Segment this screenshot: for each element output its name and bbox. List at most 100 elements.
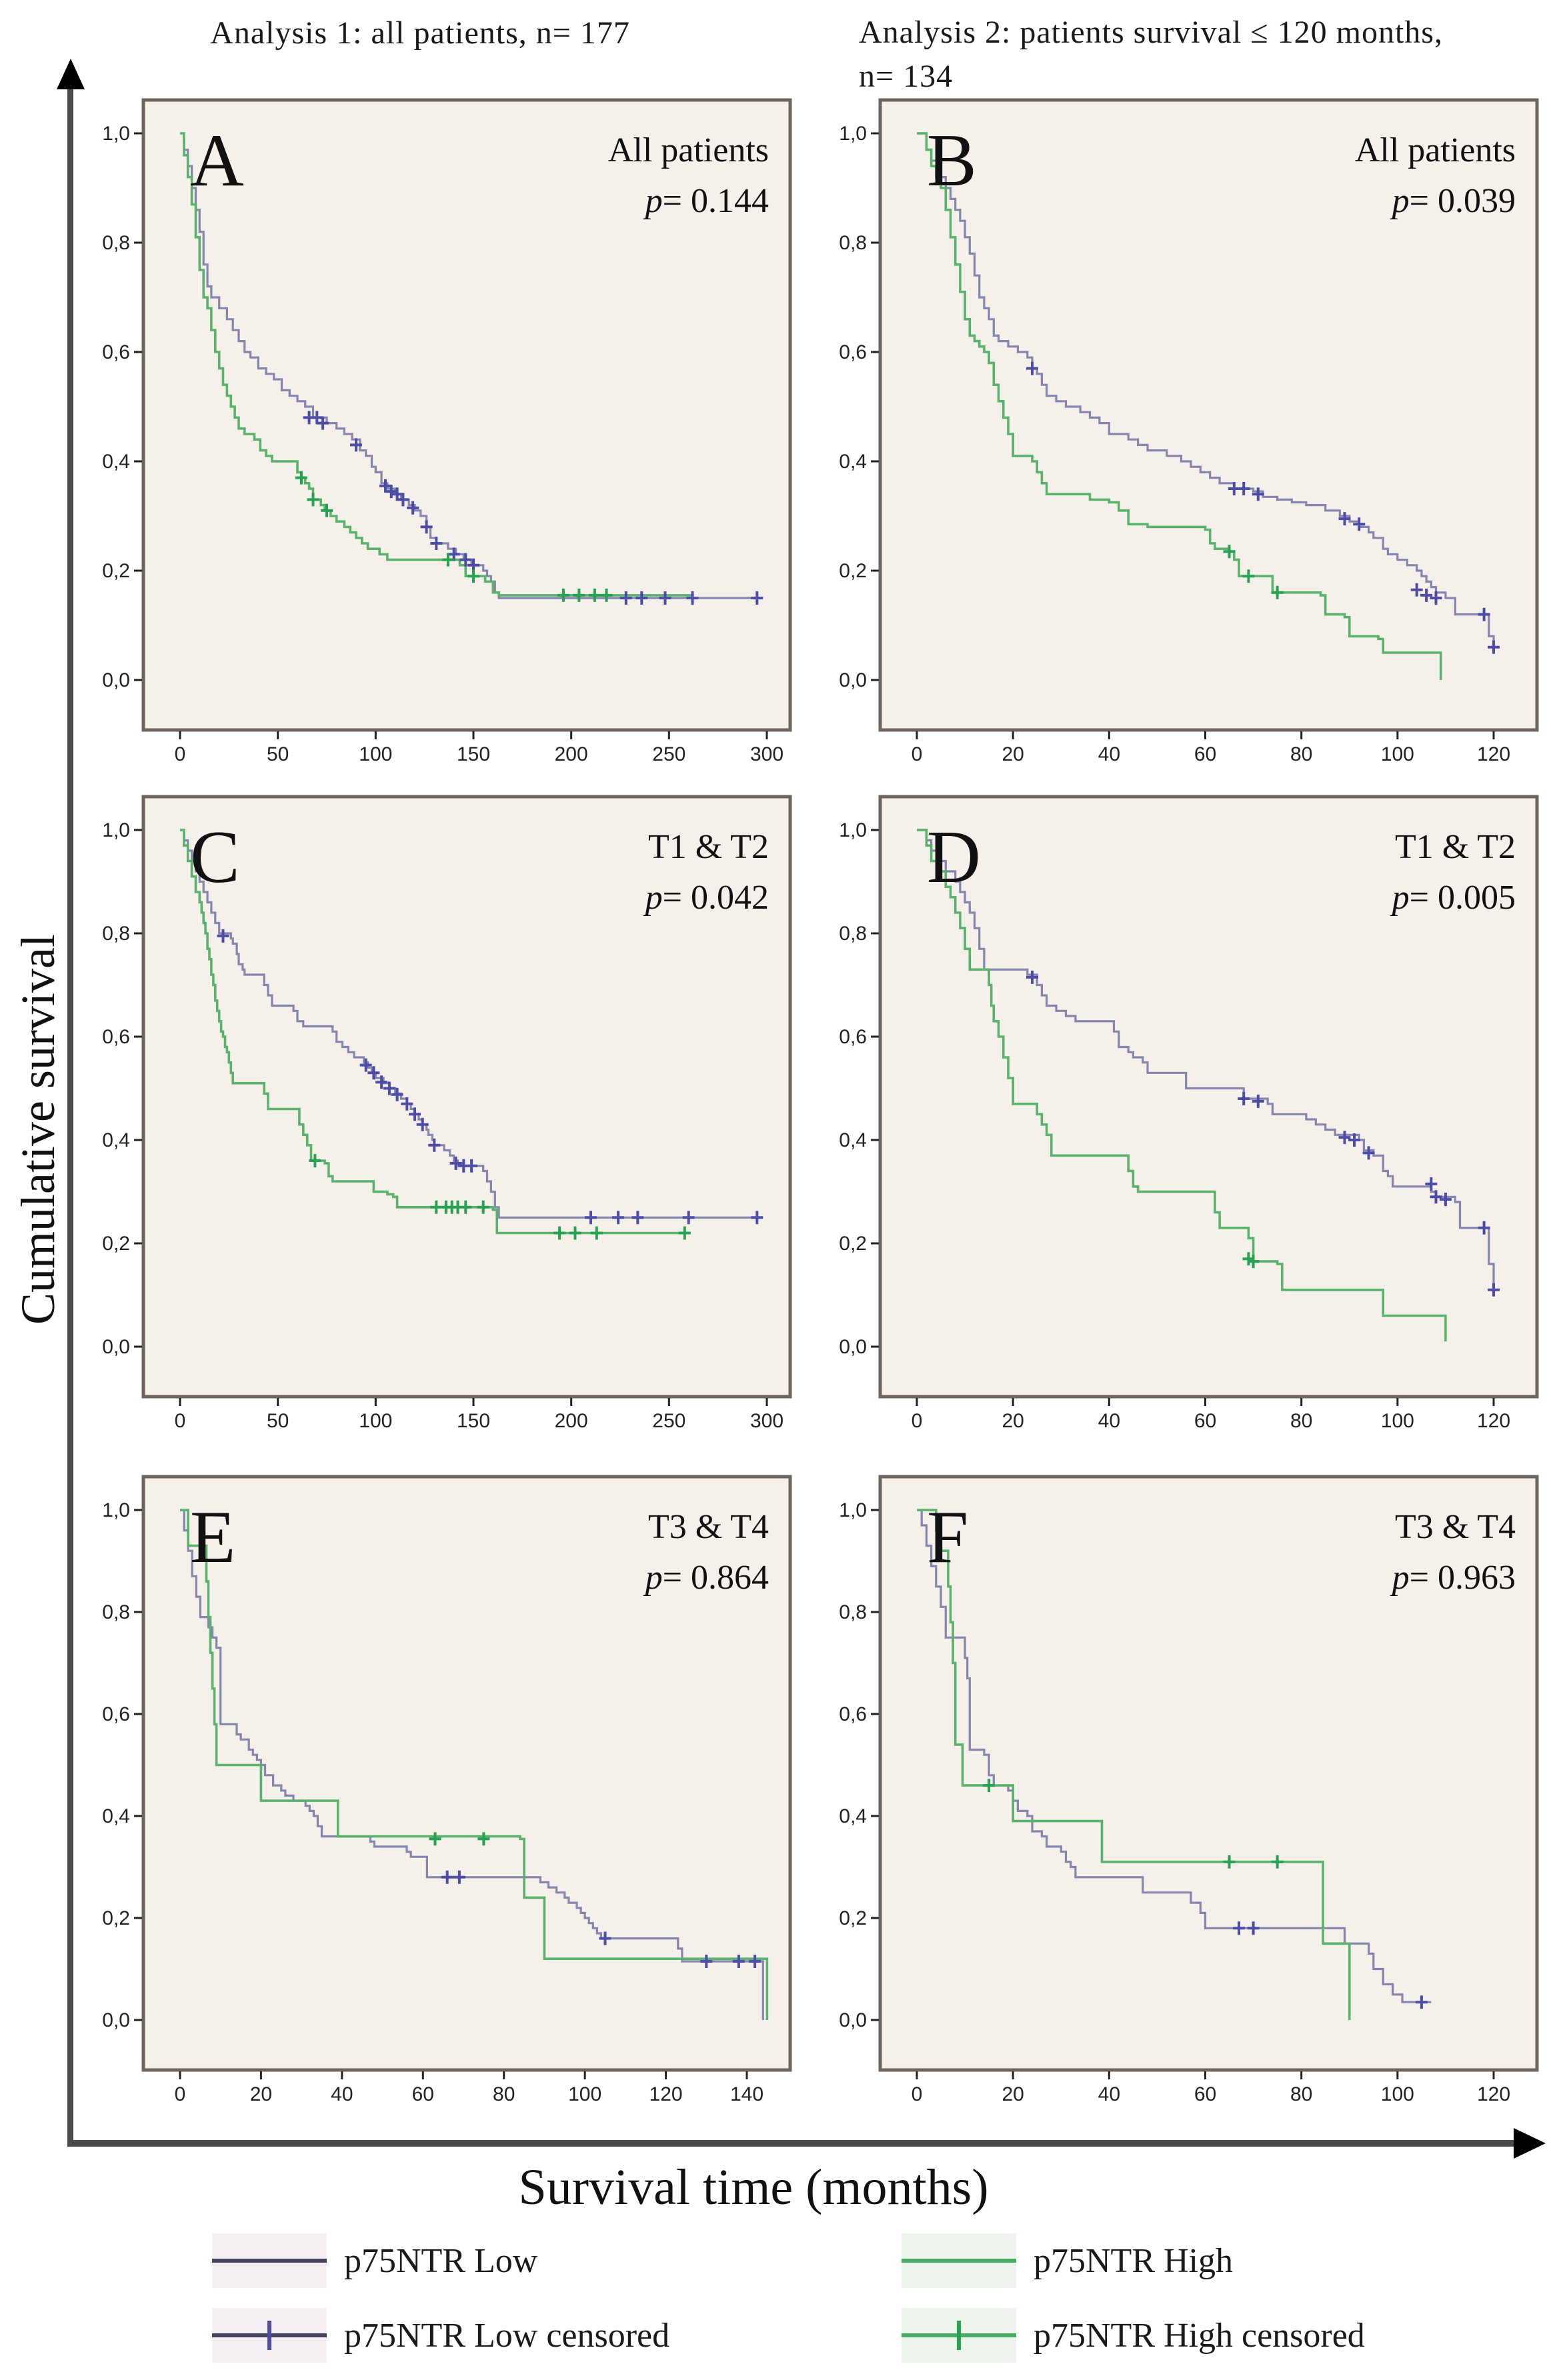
- legend-label: p75NTR High: [1034, 2241, 1233, 2280]
- legend-item-p75ntr-high: p75NTR High: [902, 2233, 1233, 2288]
- x-tick-label: 0: [175, 743, 186, 765]
- panel-subtitle: T3 & T4: [1395, 1508, 1516, 1546]
- high-line-swatch-icon: [902, 2233, 1016, 2288]
- high-censored-swatch-icon: [902, 2308, 1016, 2363]
- x-tick-label: 40: [331, 2083, 353, 2105]
- y-tick-label: 0,2: [839, 560, 867, 582]
- y-tick-label: 0,4: [839, 1805, 867, 1827]
- y-tick-label: 0,0: [102, 669, 130, 691]
- y-tick-label: 0,4: [102, 1805, 130, 1827]
- x-tick-label: 20: [1002, 2083, 1024, 2105]
- panel-p-value: p= 0.864: [643, 1559, 769, 1597]
- y-tick-label: 0,0: [839, 669, 867, 691]
- x-tick-label: 100: [1381, 743, 1414, 765]
- y-tick-label: 0,4: [102, 451, 130, 473]
- panel-subtitle: T1 & T2: [648, 828, 769, 866]
- panel-p-value: p= 0.144: [643, 182, 769, 220]
- panel-subtitle: All patients: [1355, 131, 1516, 169]
- x-tick-label: 80: [1290, 743, 1312, 765]
- x-tick-label: 20: [1002, 743, 1024, 765]
- y-tick-label: 0,2: [839, 1233, 867, 1255]
- y-tick-label: 0,6: [839, 1703, 867, 1725]
- x-tick-label: 200: [555, 743, 588, 765]
- y-tick-label: 0,6: [102, 1703, 130, 1725]
- y-tick-label: 0,8: [839, 232, 867, 254]
- x-tick-label: 0: [175, 2083, 186, 2105]
- y-axis-arrow-line: [67, 85, 73, 2143]
- x-tick-label: 0: [912, 743, 923, 765]
- x-tick-label: 150: [457, 1410, 490, 1432]
- panel-letter: E: [190, 1496, 235, 1579]
- x-tick-label: 250: [652, 1410, 685, 1432]
- x-tick-label: 100: [1381, 2083, 1414, 2105]
- x-tick-label: 60: [1194, 2083, 1216, 2105]
- legend-label: p75NTR Low censored: [344, 2316, 670, 2355]
- x-tick-label: 50: [267, 743, 289, 765]
- p75ntr-low-curve: [180, 1509, 764, 2020]
- panel-subtitle: T1 & T2: [1395, 828, 1516, 866]
- x-tick-label: 120: [1477, 2083, 1510, 2105]
- panel-letter: D: [927, 816, 981, 899]
- x-axis-arrowhead-icon: [1514, 2128, 1546, 2159]
- y-axis-arrowhead-icon: [57, 59, 85, 89]
- y-tick-label: 0,0: [839, 2009, 867, 2031]
- panel-p-value: p= 0.042: [643, 879, 769, 917]
- panel-p-value: p= 0.005: [1390, 879, 1516, 917]
- survival-panel-e: 0 20 40 60 80 100 120 140 1,0 0,8 0,6 0,4 0,2 0,0 E T3 …: [102, 1475, 792, 2105]
- x-tick-label: 250: [652, 743, 685, 765]
- p75ntr-low-curve: [917, 132, 1495, 647]
- y-tick-label: 0,8: [102, 232, 130, 254]
- p75ntr-low-curve: [180, 829, 761, 1219]
- y-tick-label: 0,6: [102, 341, 130, 363]
- y-tick-label: 0,8: [839, 923, 867, 945]
- p75ntr-low-censor-marks: [303, 411, 763, 605]
- p75ntr-high-curve: [180, 829, 691, 1235]
- panel-subtitle: T3 & T4: [648, 1508, 769, 1546]
- legend-item-p75ntr-low-censored: p75NTR Low censored: [212, 2308, 669, 2363]
- analysis2-header-line1: Analysis 2: patients survival ≤ 120 mont…: [859, 15, 1443, 50]
- survival-panel-c: 0 50 100 150 200 250 300 1,0 0,8 0,6 0,4 0,2 0,0 C T1 …: [102, 795, 792, 1432]
- x-tick-label: 140: [730, 2083, 763, 2105]
- p75ntr-high-censor-marks: [295, 471, 613, 602]
- x-tick-label: 40: [1098, 743, 1120, 765]
- x-axis-arrow-line: [67, 2140, 1518, 2147]
- panel-subtitle: All patients: [608, 131, 769, 169]
- analysis2-header-line2: n= 134: [859, 59, 954, 94]
- panel-letter: B: [927, 119, 977, 202]
- legend-label: p75NTR Low: [344, 2241, 538, 2280]
- y-tick-label: 0,4: [839, 1129, 867, 1151]
- survival-panel-b: 0 20 40 60 80 100 120 1,0 0,8 0,6 0,4 0,2 0,0 B All pa…: [839, 98, 1539, 765]
- legend-item-p75ntr-high-censored: p75NTR High censored: [902, 2308, 1365, 2363]
- y-tick-label: 0,8: [839, 1601, 867, 1623]
- y-tick-label: 0,0: [102, 1336, 130, 1358]
- x-tick-label: 300: [750, 1410, 784, 1432]
- x-tick-label: 0: [912, 1410, 923, 1432]
- plot-area: [878, 795, 1539, 1399]
- p75ntr-high-curve: [917, 1509, 1351, 2020]
- x-tick-label: 120: [649, 2083, 683, 2105]
- p75ntr-low-censor-marks: [1233, 1921, 1428, 2009]
- y-tick-label: 1,0: [102, 123, 130, 145]
- x-tick-label: 60: [412, 2083, 434, 2105]
- x-tick-label: 120: [1477, 1410, 1510, 1432]
- panel-letter: C: [190, 816, 240, 899]
- y-tick-label: 0,8: [102, 923, 130, 945]
- x-tick-label: 200: [555, 1410, 588, 1432]
- p75ntr-high-censor-marks: [309, 1154, 691, 1240]
- y-tick-label: 1,0: [102, 819, 130, 841]
- plot-area: [141, 795, 792, 1399]
- x-tick-label: 80: [1290, 2083, 1312, 2105]
- x-tick-label: 150: [457, 743, 490, 765]
- survival-panel-f: 0 20 40 60 80 100 120 1,0 0,8 0,6 0,4 0,2 0,0 F T3 & T…: [839, 1475, 1539, 2105]
- x-tick-label: 50: [267, 1410, 289, 1432]
- p75ntr-high-curve: [917, 829, 1447, 1342]
- y-tick-label: 0,2: [102, 1907, 130, 1929]
- x-tick-label: 100: [568, 2083, 601, 2105]
- x-tick-label: 40: [1098, 1410, 1120, 1432]
- low-censored-swatch-icon: [212, 2308, 327, 2363]
- p75ntr-low-censor-marks: [1026, 361, 1500, 654]
- y-tick-label: 0,2: [102, 1233, 130, 1255]
- p75ntr-low-censor-marks: [1026, 970, 1500, 1297]
- legend-label: p75NTR High censored: [1034, 2316, 1365, 2355]
- x-tick-label: 120: [1477, 743, 1510, 765]
